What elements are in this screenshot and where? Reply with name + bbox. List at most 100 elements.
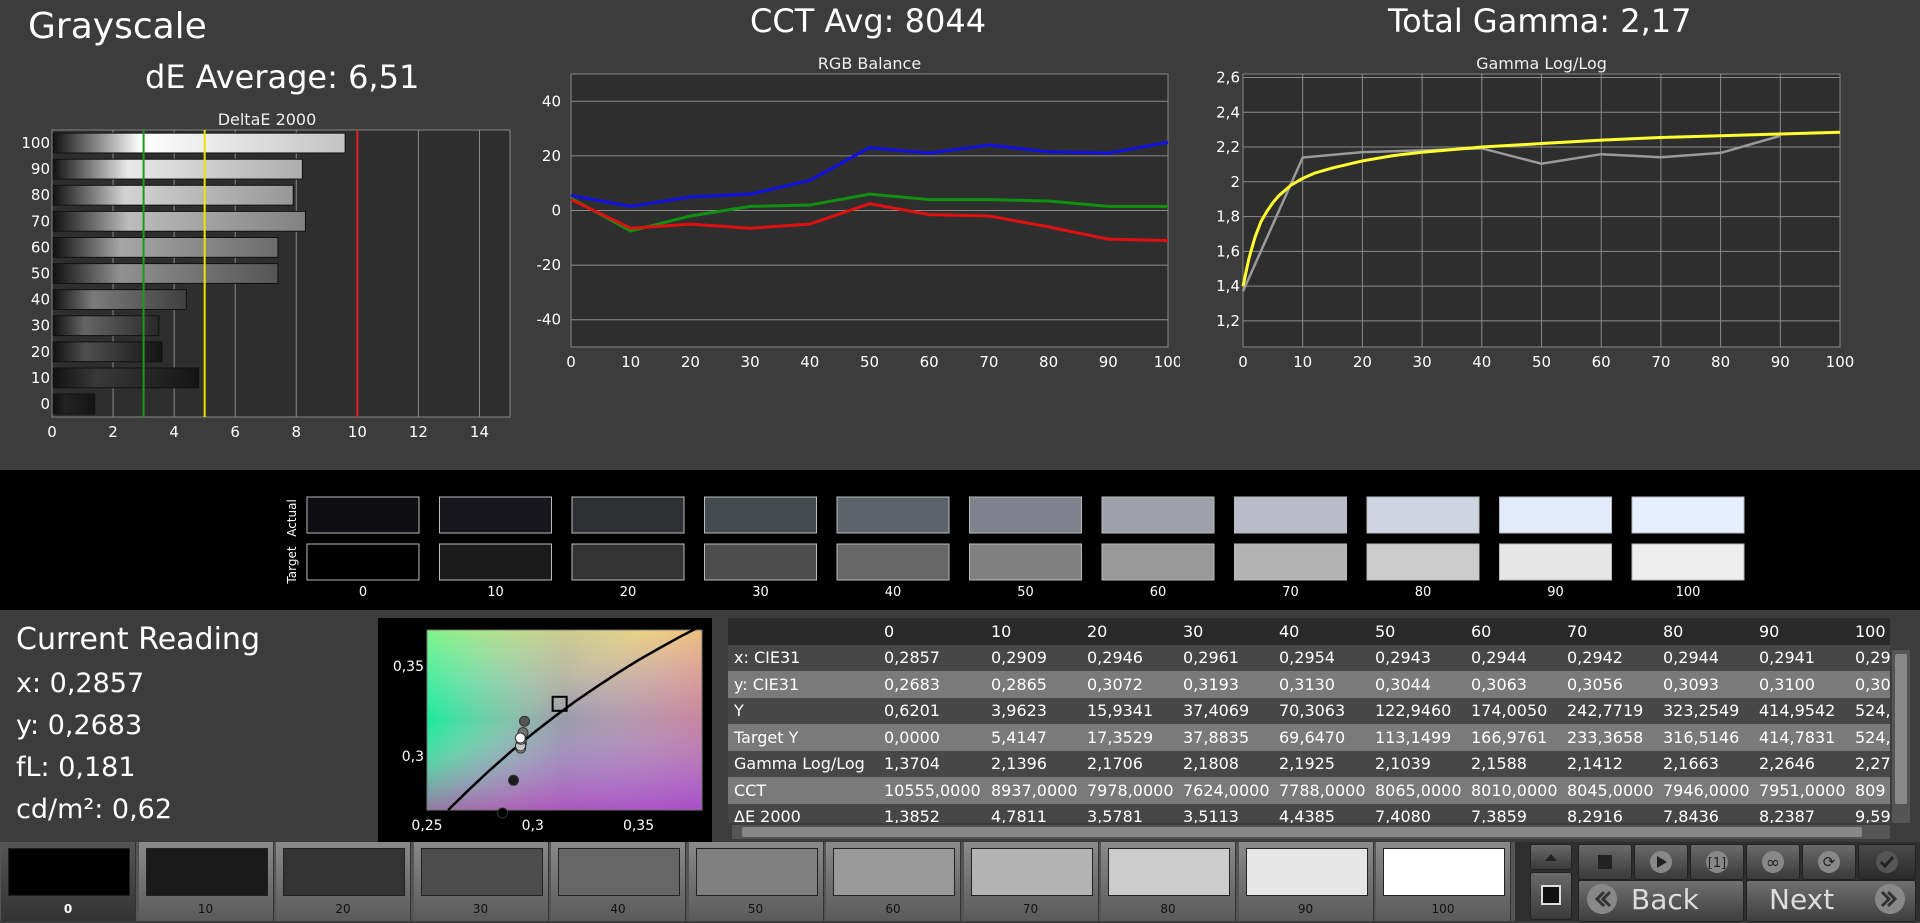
table-vertical-scrollbar[interactable] <box>1892 650 1910 823</box>
stop-button[interactable] <box>1578 844 1632 880</box>
gamma-x-tick-label: 70 <box>1651 353 1670 371</box>
deltae-x-tick-label: 12 <box>409 423 428 441</box>
swatch-level-label: 70 <box>1282 585 1299 600</box>
table-cell: 0,2857 <box>884 648 940 668</box>
reading-y: y: 0,2683 <box>16 710 143 741</box>
back-label: Back <box>1631 883 1699 916</box>
table-horizontal-scrollbar[interactable] <box>732 825 1890 839</box>
table-cell: 70,3063 <box>1279 701 1346 721</box>
target-swatch <box>836 543 950 581</box>
actual-swatch <box>836 496 950 534</box>
stop-measure-button[interactable] <box>1530 872 1572 920</box>
scroll-up-button[interactable] <box>1530 844 1572 870</box>
target-swatch <box>439 543 552 581</box>
table-cell: Gamma Log/Log <box>734 754 865 774</box>
gamma-x-tick-label: 10 <box>1293 353 1312 371</box>
actual-swatch <box>1366 496 1480 534</box>
rgb-chart-title: RGB Balance <box>817 54 922 73</box>
patch-swatch <box>1383 848 1505 896</box>
table-row[interactable]: Gamma Log/Log 1,3704 2,1396 2,1706 2,1808 2,1… <box>728 750 1890 777</box>
patch-label: 20 <box>335 902 351 916</box>
patch-button-0[interactable]: 0 <box>1 842 136 921</box>
gamma-x-tick-label: 50 <box>1532 353 1551 371</box>
svg-text:⟳: ⟳ <box>1823 853 1836 871</box>
table-row[interactable]: CCT 10555,0000 8937,0000 7978,0000 7624,0000… <box>728 777 1890 804</box>
table-row[interactable]: Y 0,6201 3,9623 15,9341 37,4069 70,3063 122,94… <box>728 697 1890 724</box>
patch-button-50[interactable]: 50 <box>688 842 824 921</box>
table-cell: 3,9623 <box>991 701 1047 721</box>
table-header-cell: 60 <box>1471 621 1492 641</box>
patch-button-30[interactable]: 30 <box>413 842 549 921</box>
table-vertical-scroll-thumb[interactable] <box>1895 654 1907 804</box>
checkmark-icon <box>1876 851 1898 873</box>
table-cell: 0,3072 <box>1087 674 1143 694</box>
table-cell: 5,4147 <box>991 727 1047 747</box>
table-cell: x: CIE31 <box>734 648 801 668</box>
table-cell: 1,3852 <box>884 807 940 823</box>
target-swatch <box>1499 543 1612 581</box>
deltae-category-label: 30 <box>31 317 50 335</box>
target-swatch <box>571 543 685 581</box>
table-cell: 3,5113 <box>1183 807 1239 823</box>
table-cell: 0,3130 <box>1279 674 1335 694</box>
patch-button-10[interactable]: 10 <box>138 842 274 921</box>
table-cell: 7788,0000 <box>1279 780 1366 800</box>
target-row-label: Target <box>285 546 299 584</box>
cie-target-point <box>551 695 568 712</box>
table-cell: 2,27 <box>1855 754 1890 774</box>
cie-measured-point <box>519 715 531 727</box>
table-cell: 8045,0000 <box>1567 780 1654 800</box>
table-cell: 1,3704 <box>884 754 940 774</box>
table-cell: 3,5781 <box>1087 807 1143 823</box>
patch-button-70[interactable]: 70 <box>963 842 1099 921</box>
patch-label: 0 <box>63 902 73 916</box>
gamma-y-tick-label: 2,4 <box>1216 103 1240 121</box>
measurement-table[interactable]: 0 10 20 30 40 50 60 70 80 90 100 x: CIE31 0,2857 0,2… <box>728 618 1890 823</box>
next-button[interactable]: Next <box>1746 880 1916 922</box>
patch-button-60[interactable]: 60 <box>826 842 961 921</box>
target-swatch <box>1366 543 1480 581</box>
swatch-level-label: 100 <box>1676 585 1701 600</box>
rgb-x-tick-label: 40 <box>800 353 819 371</box>
rgb-y-tick-label: 20 <box>542 147 561 165</box>
confirm-button[interactable] <box>1858 844 1916 880</box>
swatch-level-label: 80 <box>1415 585 1432 600</box>
refresh-button[interactable]: ⟳ <box>1802 844 1856 880</box>
patch-button-90[interactable]: 90 <box>1238 842 1374 921</box>
rgb-y-tick-label: 0 <box>551 202 561 220</box>
table-cell: 4,4385 <box>1279 807 1335 823</box>
gamma-x-tick-label: 40 <box>1472 353 1491 371</box>
refresh-icon: ⟳ <box>1818 851 1840 873</box>
patch-button-20[interactable]: 20 <box>276 842 411 921</box>
table-row[interactable]: ΔE 2000 1,3852 4,7811 3,5781 3,5113 4,4385 7,4… <box>728 803 1890 823</box>
rgb-x-tick-label: 30 <box>741 353 760 371</box>
table-row[interactable]: y: CIE31 0,2683 0,2865 0,3072 0,3193 0,3130 0,… <box>728 671 1890 698</box>
rgb-x-tick-label: 90 <box>1099 353 1118 371</box>
actual-swatch <box>1631 496 1745 534</box>
read-once-button[interactable]: [1] <box>1690 844 1744 880</box>
back-button[interactable]: Back <box>1578 880 1744 922</box>
table-cell: 414,9542 <box>1759 701 1836 721</box>
patch-button-100[interactable]: 100 <box>1376 842 1511 921</box>
patch-swatch <box>970 848 1093 896</box>
table-cell: 316,5146 <box>1663 727 1740 747</box>
deltae-category-label: 50 <box>31 265 50 283</box>
rgb-y-tick-label: -40 <box>537 311 562 329</box>
patch-button-80[interactable]: 80 <box>1101 842 1236 921</box>
table-cell: 166,9761 <box>1471 727 1548 747</box>
table-row[interactable]: Target Y 0,0000 5,4147 17,3529 37,8835 69,647… <box>728 724 1890 751</box>
table-cell: 8937,0000 <box>991 780 1078 800</box>
current-reading-title: Current Reading <box>16 622 260 657</box>
actual-swatch <box>969 496 1082 534</box>
table-cell: 7,4080 <box>1375 807 1431 823</box>
gamma-x-tick-label: 0 <box>1238 353 1248 371</box>
table-horizontal-scroll-thumb[interactable] <box>742 827 1862 837</box>
de-average-label: dE Average: 6,51 <box>145 58 420 96</box>
continuous-read-button[interactable]: ∞ <box>1746 844 1800 880</box>
table-row[interactable]: x: CIE31 0,2857 0,2909 0,2946 0,2961 0,2954 0,… <box>728 644 1890 671</box>
gamma-y-tick-label: 1,8 <box>1216 208 1240 226</box>
play-button[interactable] <box>1634 844 1688 880</box>
next-label: Next <box>1769 883 1835 916</box>
gamma-x-tick-label: 90 <box>1771 353 1790 371</box>
patch-button-40[interactable]: 40 <box>551 842 686 921</box>
